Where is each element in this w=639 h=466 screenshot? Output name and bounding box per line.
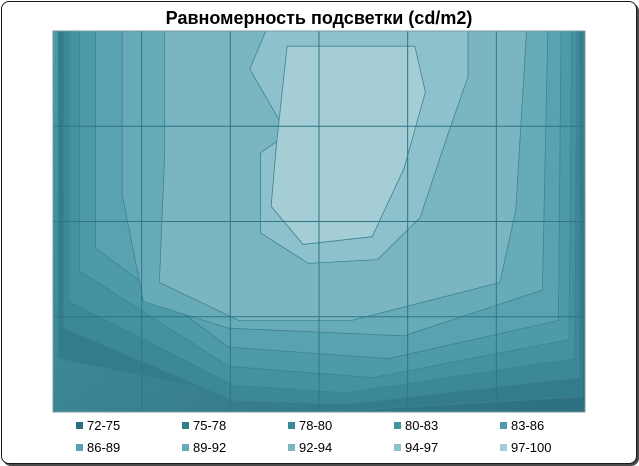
legend-label: 94-97: [405, 440, 439, 455]
legend-item: 89-92: [182, 440, 226, 455]
legend-item: 92-94: [288, 440, 332, 455]
chart-title: Равномерность подсветки (cd/m2): [165, 8, 473, 28]
legend-label: 89-92: [193, 440, 227, 455]
legend-item: 72-75: [76, 418, 120, 433]
legend-label: 72-75: [87, 418, 121, 433]
legend-label: 92-94: [299, 440, 333, 455]
legend-swatch: [500, 444, 507, 451]
contour-band-97-100: [270, 45, 426, 245]
legend-swatch: [76, 444, 83, 451]
plot-area-border: [52, 30, 586, 413]
legend-item: 86-89: [76, 440, 120, 455]
legend-item: 78-80: [288, 418, 332, 433]
legend-label: 78-80: [299, 418, 333, 433]
legend-label: 80-83: [405, 418, 439, 433]
legend-swatch: [288, 422, 295, 429]
legend-item: 97-100: [500, 440, 551, 455]
legend-item: 80-83: [394, 418, 438, 433]
legend-label: 75-78: [193, 418, 227, 433]
legend-swatch: [76, 422, 83, 429]
legend-item: 83-86: [500, 418, 544, 433]
legend-swatch: [394, 422, 401, 429]
legend-label: 97-100: [511, 440, 552, 455]
legend-swatch: [500, 422, 507, 429]
legend-swatch: [182, 444, 189, 451]
legend-swatch: [288, 444, 295, 451]
legend-label: 86-89: [87, 440, 121, 455]
legend-label: 83-86: [511, 418, 545, 433]
legend-swatch: [394, 444, 401, 451]
legend-swatch: [182, 422, 189, 429]
legend-item: 75-78: [182, 418, 226, 433]
legend-item: 94-97: [394, 440, 438, 455]
